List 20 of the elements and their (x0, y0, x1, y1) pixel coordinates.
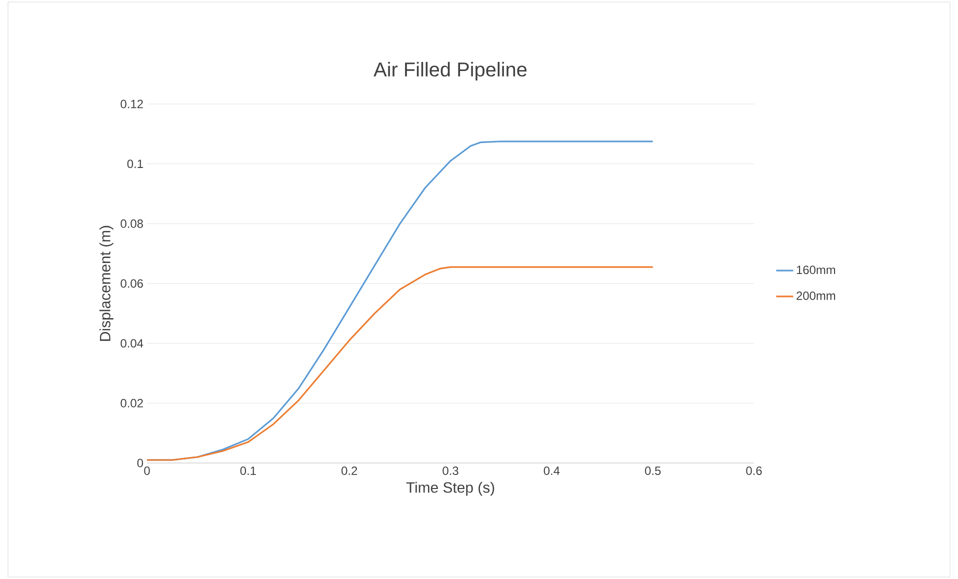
y-tick-label: 0.06 (120, 279, 143, 288)
line-series (147, 266, 654, 461)
x-tick-label: 0 (144, 466, 150, 475)
y-tick-label: 0.02 (120, 398, 143, 408)
x-tick-label: 0.6 (746, 466, 762, 475)
y-tick-label: 0.1 (127, 160, 143, 168)
y-tick-label: 0 (137, 458, 144, 468)
x-tick-label: 0.1 (240, 466, 256, 475)
x-axis-title: Time Step (s) (406, 482, 494, 496)
y-tick-label: 0.08 (120, 219, 143, 228)
y-tick-label: 0.04 (120, 339, 144, 348)
y-axis-title: Displacement (m) (99, 226, 114, 341)
x-tick-label: 0.4 (544, 466, 560, 475)
x-tick-label: 0.3 (442, 466, 458, 475)
x-tick-label: 0.5 (645, 466, 661, 475)
y-tick-label: 0.12 (120, 100, 143, 108)
legend-label: 160mm (796, 266, 836, 274)
chart-title: Air Filled Pipeline (374, 62, 527, 81)
legend-label: 200mm (796, 291, 836, 300)
x-tick-label: 0.2 (341, 466, 358, 475)
